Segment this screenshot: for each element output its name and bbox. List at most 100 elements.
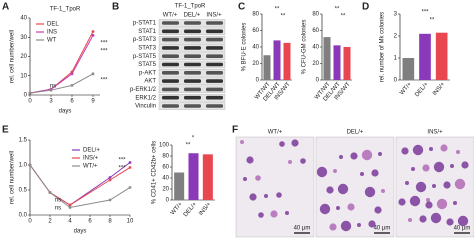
cell bbox=[319, 203, 331, 215]
cell bbox=[357, 223, 361, 227]
blot-band bbox=[162, 95, 179, 100]
x-tick-label: INS/+ bbox=[198, 201, 213, 217]
y-tick-label: 20 bbox=[252, 61, 259, 67]
cell bbox=[255, 175, 261, 181]
lane-label: INS/+ bbox=[206, 13, 222, 19]
cell bbox=[381, 189, 385, 193]
annotation: *** bbox=[100, 49, 108, 55]
micrograph bbox=[235, 136, 315, 238]
blot-row-label: ERK1/2 bbox=[135, 95, 156, 101]
legend-label: DEL bbox=[47, 22, 59, 28]
cell bbox=[450, 164, 454, 168]
cell bbox=[264, 194, 268, 198]
y-tick-label: 40 bbox=[20, 16, 27, 22]
cell bbox=[291, 139, 299, 147]
annotation: ** bbox=[341, 14, 346, 20]
lane-label: WT/+ bbox=[163, 13, 178, 19]
image-label: DEL/+ bbox=[347, 130, 364, 136]
cell bbox=[361, 149, 373, 161]
point bbox=[68, 206, 72, 209]
cell bbox=[443, 181, 451, 189]
blot-band bbox=[206, 46, 223, 50]
annotation: *** bbox=[421, 10, 429, 16]
point bbox=[28, 91, 32, 95]
cell bbox=[371, 169, 379, 177]
blot-band bbox=[162, 46, 179, 50]
y-tick-label: 1.5 bbox=[19, 138, 28, 144]
panel-letter: E bbox=[2, 125, 9, 136]
blot-band bbox=[206, 79, 223, 83]
point bbox=[48, 191, 52, 194]
blot-band bbox=[206, 95, 223, 100]
annotation: *** bbox=[100, 41, 108, 47]
y-tick-label: 0 bbox=[24, 93, 28, 99]
y-tick-label: 0.5 bbox=[19, 188, 28, 194]
blot-band bbox=[184, 46, 201, 50]
cell bbox=[436, 198, 448, 210]
cell bbox=[240, 140, 244, 144]
bar bbox=[263, 55, 271, 80]
cell bbox=[409, 195, 421, 207]
cell bbox=[453, 201, 457, 205]
bar bbox=[333, 45, 341, 80]
y-tick-label: 40 bbox=[162, 176, 169, 182]
y-axis-label: rel. cell number/well bbox=[10, 151, 16, 204]
y-axis-label: % CFU-GM colonies bbox=[302, 20, 308, 75]
legend-label: INS/+ bbox=[83, 156, 99, 162]
cell bbox=[285, 211, 289, 215]
annotation: ** bbox=[430, 18, 435, 24]
cell bbox=[270, 210, 278, 218]
blot-band bbox=[184, 29, 201, 34]
legend-label: INS bbox=[47, 30, 57, 36]
point bbox=[128, 161, 132, 164]
x-tick-label: 4 bbox=[68, 219, 72, 225]
blot-band bbox=[162, 79, 179, 83]
point bbox=[108, 176, 112, 179]
cell bbox=[440, 144, 448, 152]
cell bbox=[368, 220, 376, 228]
cell bbox=[329, 223, 337, 231]
blot-band bbox=[162, 37, 179, 42]
y-tick-label: 20 bbox=[312, 61, 319, 67]
blot-band bbox=[206, 104, 223, 108]
cell bbox=[339, 155, 343, 159]
annotation: ns bbox=[55, 198, 61, 204]
cell bbox=[415, 181, 427, 193]
cell bbox=[340, 220, 352, 232]
cell bbox=[279, 141, 285, 147]
y-tick-label: 20 bbox=[162, 187, 169, 193]
cell bbox=[401, 147, 409, 155]
annotation: *** bbox=[100, 78, 108, 84]
y-tick-label: 0 bbox=[394, 78, 398, 84]
cell bbox=[326, 186, 334, 194]
blot-row-label: p-STAT5 bbox=[133, 54, 157, 60]
point bbox=[128, 186, 132, 189]
y-tick-label: 0 bbox=[256, 78, 260, 84]
cell bbox=[461, 161, 469, 169]
bar bbox=[188, 153, 199, 200]
bar bbox=[174, 172, 185, 200]
blot-band bbox=[184, 37, 201, 42]
bar bbox=[419, 33, 431, 80]
cell bbox=[433, 161, 445, 173]
blot-band bbox=[206, 37, 223, 42]
blot-band bbox=[206, 54, 223, 58]
x-tick-label: WT/+ bbox=[399, 81, 413, 96]
y-axis-label: % BFU-E colonies bbox=[242, 23, 248, 72]
bar bbox=[323, 37, 331, 80]
point bbox=[49, 88, 53, 92]
image-label: INS/+ bbox=[427, 130, 443, 136]
x-axis-label: days bbox=[59, 109, 72, 115]
cell bbox=[316, 166, 328, 178]
legend-label: WT bbox=[47, 38, 57, 44]
x-tick-label: 6 bbox=[88, 219, 92, 225]
blot-band bbox=[162, 87, 179, 92]
x-tick-label: 10 bbox=[127, 219, 134, 225]
blot-band bbox=[184, 87, 201, 92]
point bbox=[91, 33, 95, 37]
blot-band bbox=[162, 21, 179, 25]
y-tick-label: 60 bbox=[312, 28, 319, 34]
point bbox=[91, 72, 95, 76]
cell bbox=[243, 177, 247, 181]
